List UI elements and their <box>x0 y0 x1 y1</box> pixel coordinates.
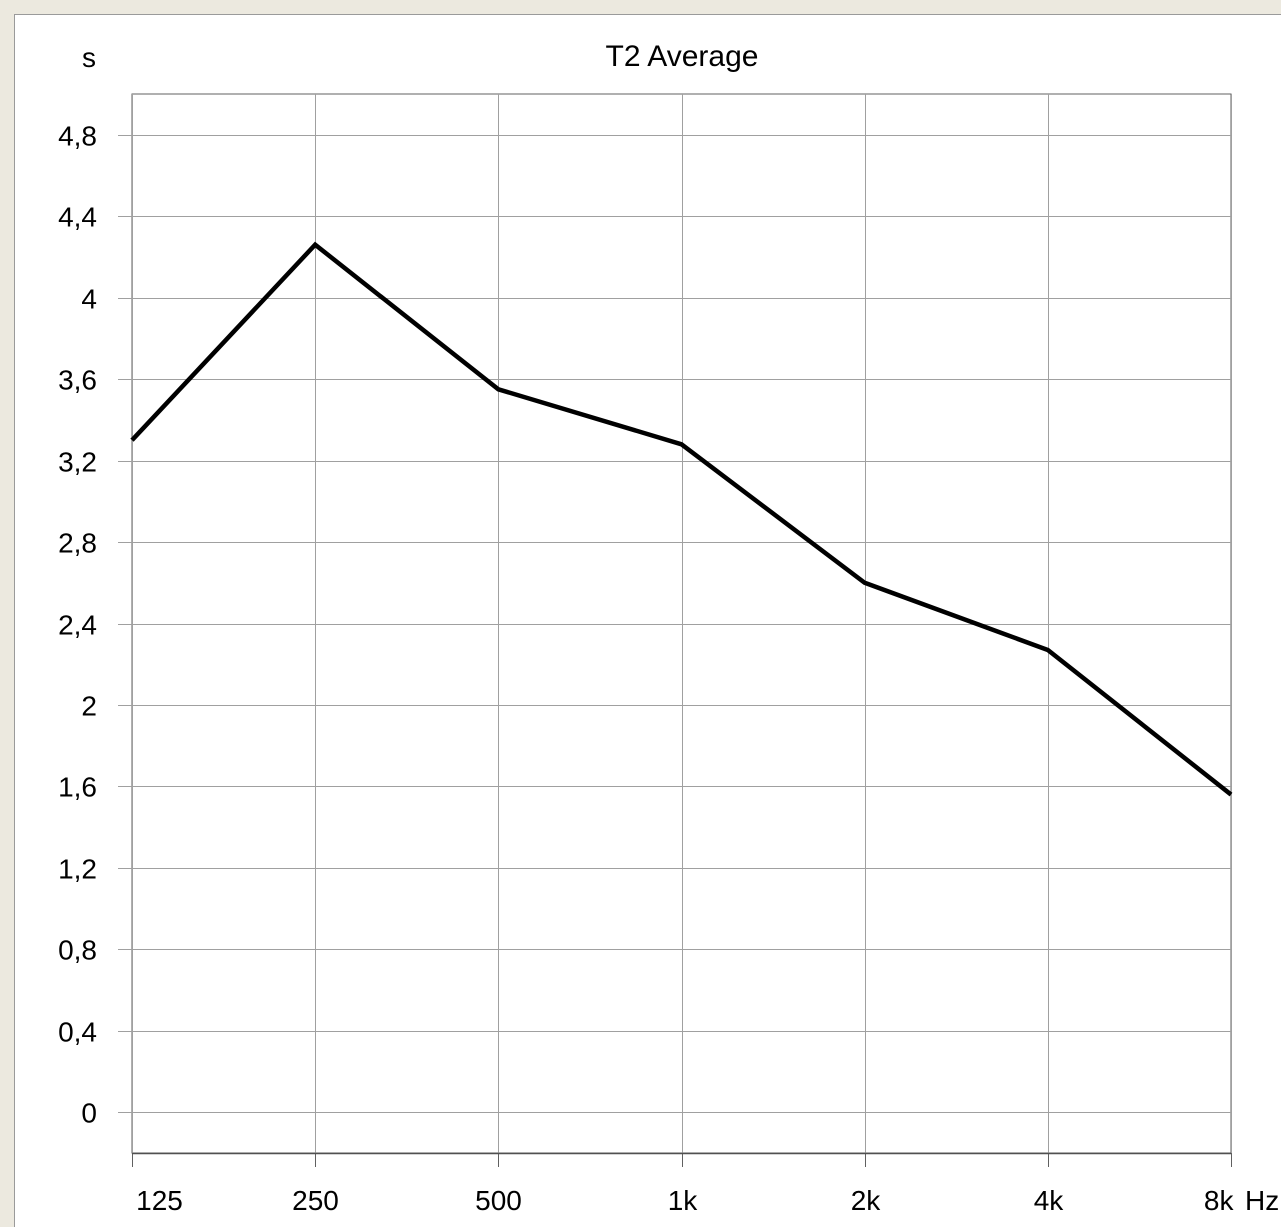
plot-frame <box>132 94 1231 1153</box>
series-layer <box>132 245 1231 795</box>
grid <box>118 94 1232 1167</box>
y-tick-label: 2 <box>81 691 97 722</box>
x-axis-unit-label: Hz <box>1245 1185 1279 1216</box>
y-tick-label: 2,8 <box>58 528 97 559</box>
x-tick-label: 8k <box>1204 1185 1235 1216</box>
y-tick-label: 1,2 <box>58 854 97 885</box>
y-tick-label: 4,8 <box>58 121 97 152</box>
y-tick-label: 3,6 <box>58 365 97 396</box>
y-tick-label: 1,6 <box>58 772 97 803</box>
y-tick-label: 3,2 <box>58 447 97 478</box>
line-chart: 0 0,4 0,8 1,2 1,6 2 2,4 2,8 3,2 3,6 4 4,4 4,8 125 250 5… <box>15 15 1281 1227</box>
x-tick-label: 2k <box>851 1185 882 1216</box>
y-axis-unit-label: s <box>82 42 96 73</box>
x-tick-label: 500 <box>475 1185 522 1216</box>
chart-window: 0 0,4 0,8 1,2 1,6 2 2,4 2,8 3,2 3,6 4 4,4 4,8 125 250 5… <box>14 14 1281 1227</box>
y-tick-label: 4,4 <box>58 202 97 233</box>
axes: 0 0,4 0,8 1,2 1,6 2 2,4 2,8 3,2 3,6 4 4,4 4,8 125 250 5… <box>58 121 1234 1217</box>
x-tick-label: 1k <box>668 1185 699 1216</box>
x-tick-label: 250 <box>292 1185 339 1216</box>
chart-title: T2 Average <box>606 40 759 73</box>
y-tick-label: 4 <box>81 284 97 315</box>
y-tick-label: 0 <box>81 1098 97 1129</box>
y-tick-label: 0,8 <box>58 935 97 966</box>
x-tick-label: 125 <box>136 1185 183 1216</box>
y-tick-label: 2,4 <box>58 610 97 641</box>
y-tick-label: 0,4 <box>58 1017 97 1048</box>
series-line <box>132 245 1231 795</box>
x-tick-label: 4k <box>1034 1185 1065 1216</box>
